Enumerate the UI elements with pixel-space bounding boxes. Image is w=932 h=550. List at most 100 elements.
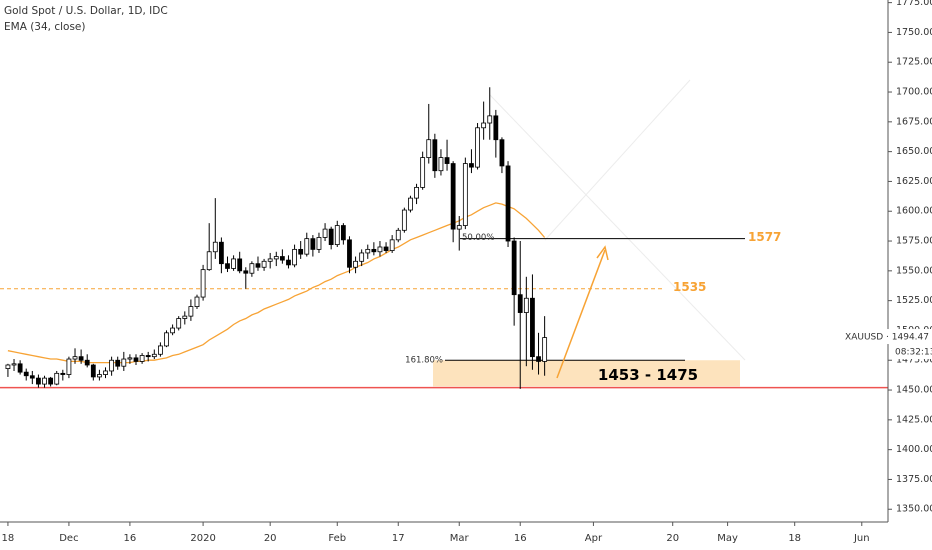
candle-body (353, 260, 358, 268)
candle-body (78, 356, 84, 361)
candle-body (200, 269, 206, 298)
candle-body (426, 139, 432, 158)
candle-body (212, 241, 218, 253)
candle-body (225, 263, 230, 269)
candle-body (84, 359, 90, 366)
y-tick-label: 1725.00 (896, 57, 932, 68)
candle-body (90, 364, 96, 378)
candle-body (444, 157, 450, 164)
x-tick-label: 20 (666, 533, 679, 544)
candle-body (450, 163, 456, 230)
x-tick-label: 2020 (190, 533, 215, 544)
y-tick-label: 1600.00 (896, 206, 932, 217)
candle-body (249, 263, 255, 274)
candle-body (365, 248, 371, 254)
x-tick-label: Feb (328, 533, 346, 544)
y-tick-label: 1400.00 (896, 444, 932, 455)
x-tick-label: 17 (392, 533, 405, 544)
candle-body (48, 377, 54, 385)
over-layer (556, 245, 609, 379)
candle-body (188, 306, 194, 317)
x-tick-label: 20 (264, 533, 277, 544)
candle-body (389, 239, 395, 251)
candle-body (340, 225, 346, 241)
candle-body (475, 127, 480, 168)
candle-body (206, 251, 212, 271)
candle-body (279, 256, 285, 261)
target-zone (433, 360, 740, 387)
candle-body (182, 315, 188, 319)
chart-title: Gold Spot / U.S. Dollar, 1D, IDC (4, 5, 168, 17)
x-tick-label: Dec (59, 533, 78, 544)
candle-body (292, 248, 297, 266)
candle-body (371, 248, 377, 253)
candle-body (5, 364, 11, 369)
candle-body (401, 209, 407, 231)
y-tick-label: 1675.00 (896, 116, 932, 127)
candle-body (408, 197, 413, 211)
x-tick-label: 18 (2, 533, 15, 544)
candle-body (536, 356, 541, 362)
candle-body (359, 252, 365, 262)
candle-body (261, 260, 267, 268)
x-tick-label: Apr (585, 533, 603, 544)
candle-body (164, 332, 169, 347)
candle-body (347, 239, 352, 268)
candle-body (151, 353, 157, 358)
candle-body (11, 363, 17, 366)
candle-body (383, 246, 389, 251)
candle-body (29, 375, 35, 379)
candle-body (530, 297, 535, 358)
candle-body (133, 357, 139, 362)
candle-body (487, 115, 493, 124)
x-tick-label: 18 (788, 533, 801, 544)
price-tag: XAUUSD · 1494.47 (845, 333, 929, 343)
candle-body (139, 355, 145, 362)
candle-body (517, 294, 523, 313)
fib-fan-line (544, 79, 691, 241)
plot: 1535 50.00% 1577 161.80% (0, 87, 888, 389)
x-tick-label: May (717, 533, 738, 544)
candle-body (194, 296, 200, 307)
x-tick-label: Jun (853, 533, 870, 544)
y-tick-label: 1625.00 (896, 176, 932, 187)
candle-body (103, 370, 108, 375)
y-tick-label: 1650.00 (896, 146, 932, 157)
candle-body (316, 237, 322, 250)
candle-body (420, 157, 426, 188)
candle-body (395, 229, 401, 241)
candle-body (298, 248, 304, 255)
fib-label: 161.80% (405, 356, 443, 366)
candle-body (127, 357, 133, 360)
y-tick-label: 1550.00 (896, 265, 932, 276)
candle-body (145, 355, 151, 358)
y-tick-label: 1525.00 (896, 295, 932, 306)
y-tick-label: 1350.00 (896, 504, 932, 515)
candle-body (17, 363, 23, 373)
candle-body (273, 256, 279, 260)
candle-body (237, 258, 243, 272)
candle-body (377, 246, 383, 253)
candle-body (462, 163, 468, 226)
candle-body (414, 186, 419, 199)
candle-body (42, 377, 47, 385)
candle-body (121, 358, 127, 367)
candle-body (231, 258, 236, 269)
y-tick-label: 1775.00 (896, 0, 932, 8)
candle-body (481, 122, 487, 129)
candle-body (499, 139, 505, 167)
candle-body (523, 297, 529, 313)
fib-label: 50.00% (462, 233, 494, 243)
candle-body (255, 263, 261, 268)
y-tick-label: 1750.00 (896, 27, 932, 38)
candle-body (36, 377, 41, 385)
candle-body (310, 238, 316, 250)
under-layer (489, 79, 746, 361)
candle-body (176, 318, 182, 329)
candle-body (456, 225, 462, 230)
candle-body (511, 240, 517, 296)
price-tag-bg (856, 329, 932, 345)
